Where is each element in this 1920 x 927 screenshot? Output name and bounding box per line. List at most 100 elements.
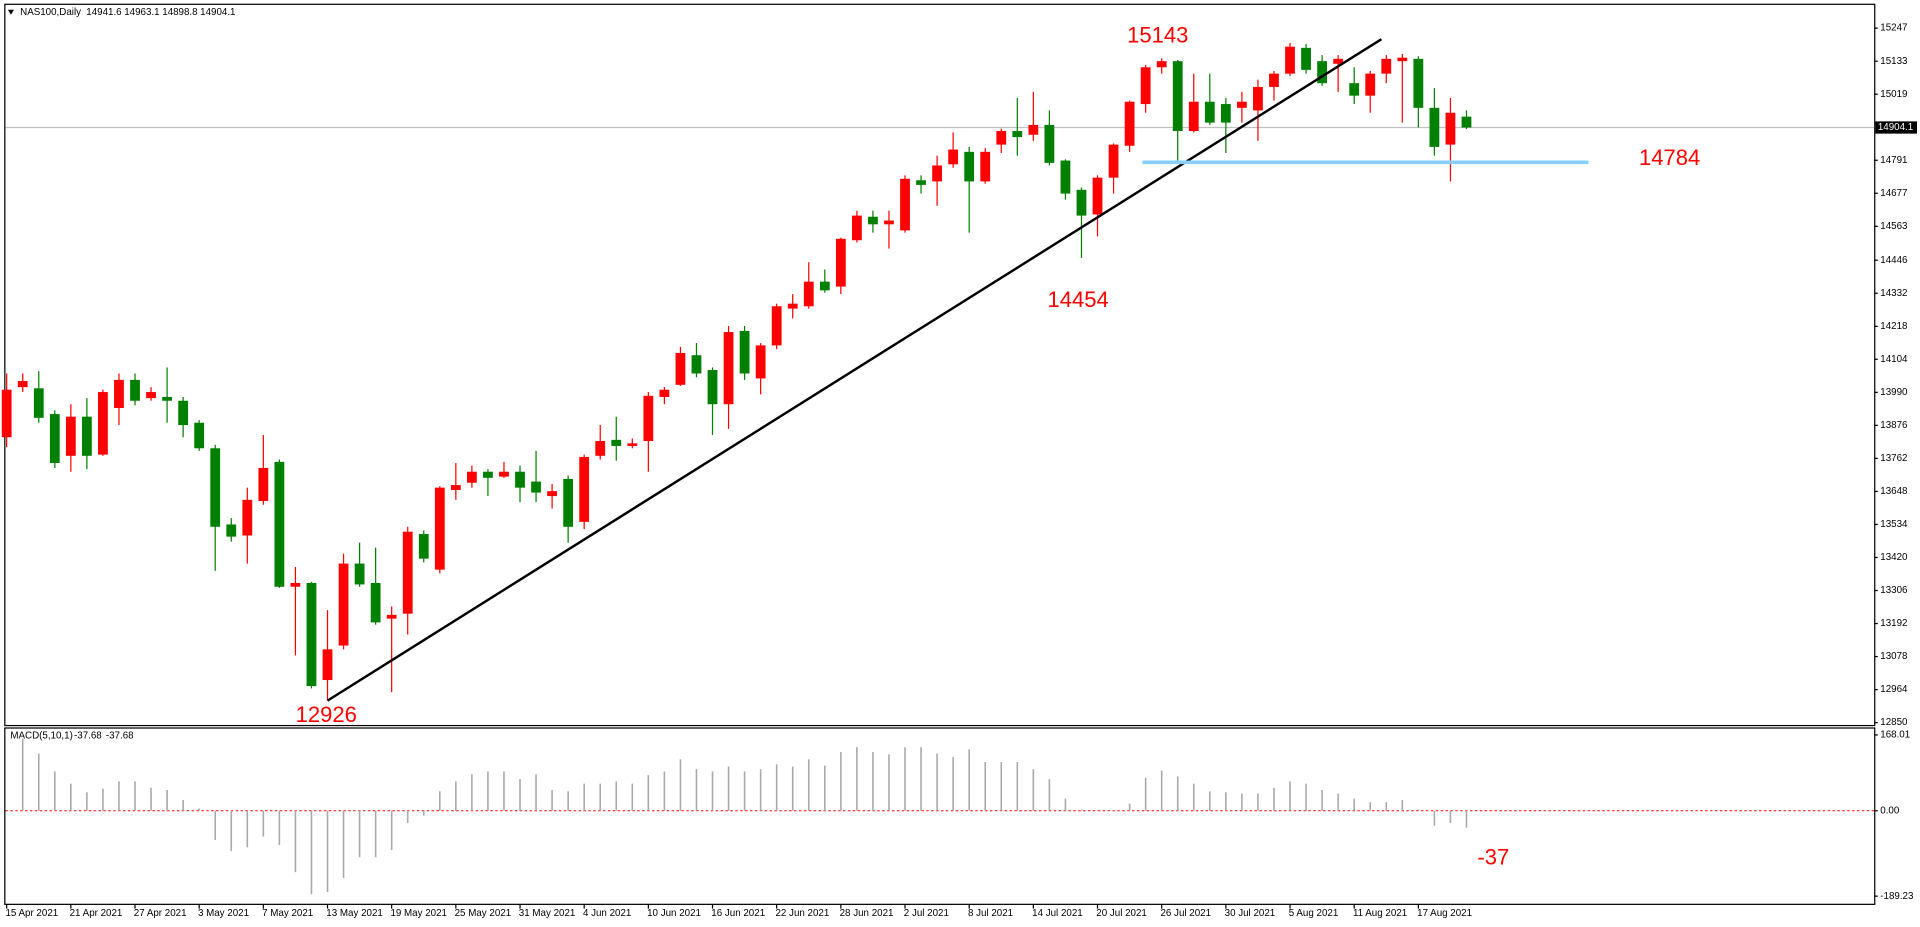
candle-body <box>162 396 172 401</box>
y-tick-label: 12964 <box>1880 684 1908 695</box>
candle-body <box>226 524 237 537</box>
candle-body <box>450 485 461 490</box>
macd-frame <box>4 727 1876 905</box>
candle-body <box>964 151 975 182</box>
candle-body <box>274 461 285 587</box>
candle-body <box>980 151 991 182</box>
menu-arrow <box>7 9 15 15</box>
y-tick-label: 13990 <box>1880 387 1908 398</box>
candle-body <box>643 395 654 442</box>
candle-body <box>418 534 429 559</box>
candle-body <box>290 582 301 587</box>
candle-body <box>531 481 541 493</box>
candle-body <box>146 392 156 399</box>
candle-body <box>466 471 477 483</box>
candle-body <box>1188 101 1199 131</box>
symbol-title: NAS100,Daily <box>20 7 81 18</box>
candle-body <box>1156 61 1167 68</box>
x-tick-label: 3 May 2021 <box>198 908 249 919</box>
y-tick-label: 13534 <box>1880 519 1908 530</box>
candle-body <box>1124 101 1135 146</box>
candle-body <box>819 281 830 291</box>
y-tick-label: 15133 <box>1880 56 1908 67</box>
candle-body <box>306 582 317 687</box>
candle-body <box>1108 144 1119 178</box>
candle-body <box>194 422 205 449</box>
price-annotation: 14454 <box>1048 287 1109 312</box>
support-label: 14784 <box>1639 145 1700 170</box>
candle-body <box>1397 57 1408 62</box>
candle-body <box>916 180 926 185</box>
last-price-box <box>1875 121 1918 134</box>
y2-tick-label: -189.23 <box>1880 891 1914 902</box>
y-tick-label: 13648 <box>1880 486 1908 497</box>
candle-body <box>322 649 333 681</box>
x-tick-label: 19 May 2021 <box>390 908 447 919</box>
candle-body <box>1413 58 1424 108</box>
candle-body <box>851 215 862 241</box>
main-frame <box>4 3 1876 727</box>
candle-body <box>1076 189 1087 216</box>
candle-body <box>739 330 750 374</box>
y-tick-label: 13876 <box>1880 420 1908 431</box>
candle-body <box>595 441 606 456</box>
candle-body <box>130 379 140 401</box>
candle-body <box>1349 83 1360 96</box>
y-tick-label: 14218 <box>1880 321 1908 332</box>
candle-body <box>627 443 638 446</box>
candle-body <box>1204 101 1215 123</box>
header-low: 14898.8 <box>162 7 198 18</box>
candle-body <box>803 281 814 307</box>
candle-body <box>771 306 782 346</box>
candle-body <box>1140 67 1151 105</box>
y-tick-label: 14677 <box>1880 188 1907 199</box>
candle-body <box>81 416 92 456</box>
header-close: 14904.1 <box>200 7 235 18</box>
candle-body <box>1236 101 1247 108</box>
candle-body <box>691 355 702 374</box>
x-tick-label: 17 Aug 2021 <box>1417 908 1472 919</box>
y-tick-label: 13192 <box>1880 618 1907 629</box>
candle-body <box>1285 46 1295 74</box>
x-tick-label: 11 Aug 2021 <box>1353 908 1407 919</box>
x-tick-label: 28 Jun 2021 <box>840 908 894 919</box>
candle-body <box>1429 107 1440 147</box>
y-tick-label: 14563 <box>1880 221 1908 232</box>
candle-body <box>932 165 942 182</box>
candle-body <box>579 456 590 522</box>
candle-body <box>1092 177 1103 215</box>
candle-body <box>386 614 397 619</box>
y-tick-label: 13762 <box>1880 453 1907 464</box>
candle-body <box>755 345 766 379</box>
x-tick-label: 13 May 2021 <box>326 908 383 919</box>
candle-body <box>868 216 878 225</box>
y-tick-label: 13420 <box>1880 552 1908 563</box>
candle-body <box>114 379 124 408</box>
y-tick-label: 14104 <box>1880 354 1908 365</box>
candle-body <box>1301 47 1311 70</box>
candle-body <box>707 370 718 405</box>
x-tick-label: 7 May 2021 <box>262 908 313 919</box>
candle-body <box>499 471 509 477</box>
price-annotation: 12926 <box>296 702 357 727</box>
candle-body <box>1012 130 1023 138</box>
candle-body <box>1365 73 1376 96</box>
candle-body <box>1445 112 1456 145</box>
y2-tick-label: 168.01 <box>1880 730 1910 741</box>
y-tick-label: 13078 <box>1880 651 1908 662</box>
candle-body <box>338 563 349 646</box>
x-tick-label: 31 May 2021 <box>519 908 576 919</box>
y2-tick-label: 0.00 <box>1880 805 1900 816</box>
y-tick-label: 14791 <box>1880 155 1907 166</box>
macd-annotation: -37 <box>1477 844 1509 869</box>
last-price-label: 14904.1 <box>1878 122 1913 133</box>
candle-body <box>1269 73 1279 87</box>
candle-body <box>258 467 269 501</box>
x-tick-label: 16 Jun 2021 <box>711 908 765 919</box>
candle-body <box>49 414 60 464</box>
candle-body <box>1461 116 1472 128</box>
candle-body <box>1381 58 1392 74</box>
